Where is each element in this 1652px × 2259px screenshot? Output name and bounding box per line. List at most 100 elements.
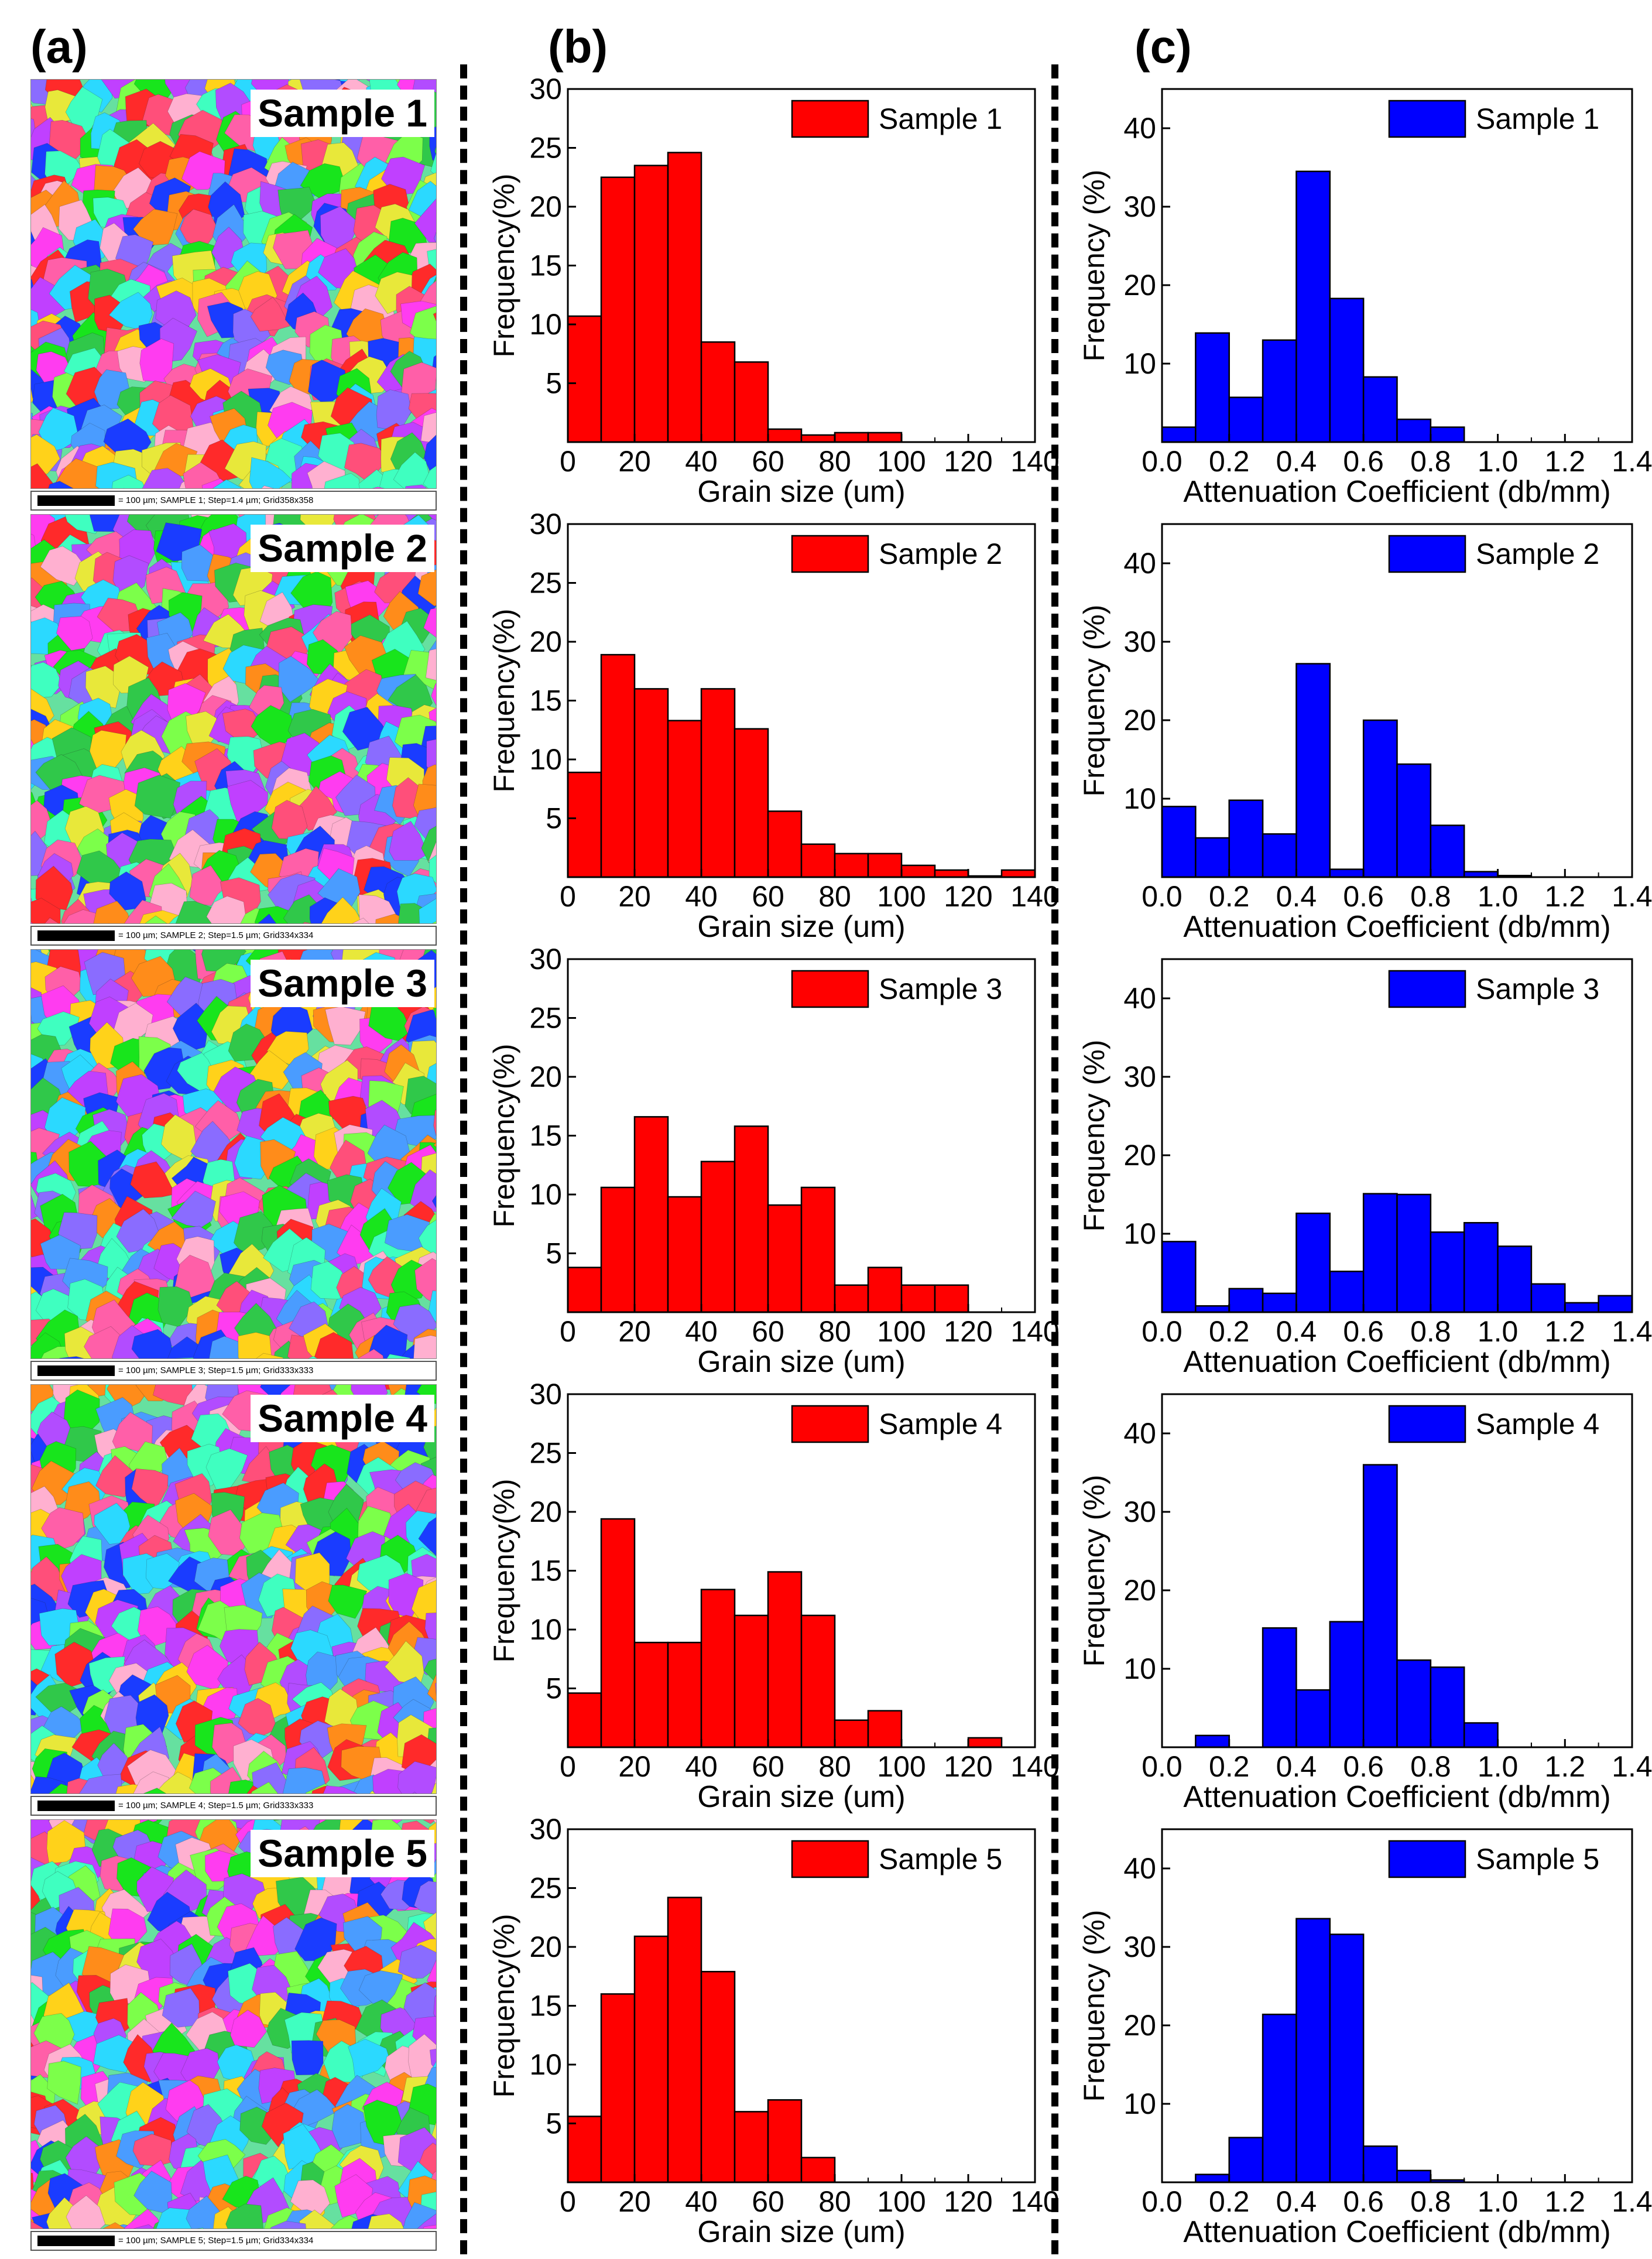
y-tick-label: 15 bbox=[529, 684, 562, 717]
panel-label-b: (b) bbox=[548, 20, 608, 73]
histogram-bar bbox=[700, 1161, 736, 1313]
histogram-bar bbox=[934, 1284, 969, 1313]
histogram-bar bbox=[1396, 1659, 1432, 1748]
x-tick-label: 120 bbox=[944, 880, 992, 913]
y-tick-label: 20 bbox=[529, 625, 562, 658]
x-tick-label: 20 bbox=[618, 1750, 651, 1783]
legend-label: Sample 5 bbox=[1476, 1843, 1599, 1875]
attenuation-histogram-sample-5: 0.0 0.2 0.4 0.6 0.8 1.0 1.2 1.4 10 20 30 40 Attenuat… bbox=[1078, 1828, 1652, 2249]
x-tick-label: 0.2 bbox=[1209, 2185, 1250, 2218]
x-tick-label: 140 bbox=[1010, 880, 1059, 913]
histogram-bar bbox=[1228, 1288, 1264, 1313]
x-tick-label: 1.0 bbox=[1478, 1750, 1519, 1783]
histogram-bar bbox=[1228, 799, 1264, 878]
ebsd-orientation-map-image bbox=[30, 1819, 437, 2229]
histogram-bar bbox=[1396, 763, 1432, 878]
y-tick-label: 30 bbox=[1123, 625, 1156, 658]
legend-label: Sample 1 bbox=[1476, 102, 1599, 135]
histogram-bar bbox=[600, 653, 636, 878]
x-tick-label: 0.4 bbox=[1276, 445, 1317, 478]
ebsd-title: Sample 2 bbox=[251, 525, 434, 573]
histogram-bar bbox=[700, 1970, 736, 2183]
y-tick-label: 10 bbox=[529, 2048, 562, 2081]
y-tick-label: 30 bbox=[1123, 1495, 1156, 1528]
y-tick-label: 20 bbox=[529, 190, 562, 223]
ebsd-title: Sample 1 bbox=[251, 90, 434, 138]
y-tick-label: 25 bbox=[529, 567, 562, 600]
x-tick-label: 40 bbox=[685, 1315, 718, 1348]
legend-swatch bbox=[1388, 535, 1466, 573]
histogram-bar bbox=[967, 1737, 1003, 1748]
ebsd-caption-text: = 100 µm; SAMPLE 3; Step=1.5 µm; Grid333… bbox=[118, 1365, 314, 1375]
histogram-bar bbox=[1497, 1245, 1533, 1313]
histogram-bar bbox=[1564, 1302, 1599, 1313]
x-tick-label: 80 bbox=[818, 880, 851, 913]
x-tick-label: 0 bbox=[560, 2185, 576, 2218]
x-tick-label: 40 bbox=[685, 880, 718, 913]
histogram-bar bbox=[767, 810, 803, 878]
y-tick-label: 20 bbox=[529, 1931, 562, 1963]
y-tick-label: 25 bbox=[529, 1437, 562, 1470]
y-tick-label: 25 bbox=[529, 132, 562, 165]
histogram-bar bbox=[1161, 806, 1197, 878]
y-axis-label: Frequency(%) bbox=[488, 609, 520, 793]
histogram-bar bbox=[600, 1186, 636, 1313]
x-tick-label: 1.4 bbox=[1612, 1750, 1652, 1783]
x-tick-label: 140 bbox=[1010, 1315, 1059, 1348]
y-tick-label: 40 bbox=[1123, 1417, 1156, 1450]
ebsd-orientation-map-image bbox=[30, 79, 437, 489]
histogram-bar bbox=[800, 843, 836, 878]
y-tick-label: 15 bbox=[529, 1990, 562, 2022]
histogram-bar bbox=[867, 1267, 903, 1313]
y-axis-label: Frequency (%) bbox=[1078, 1040, 1111, 1232]
histogram-bar bbox=[1430, 1231, 1465, 1313]
ebsd-orientation-map-image bbox=[30, 949, 437, 1359]
y-tick-label: 30 bbox=[1123, 1931, 1156, 1963]
x-tick-label: 0 bbox=[560, 1315, 576, 1348]
x-tick-label: 0.4 bbox=[1276, 1750, 1317, 1783]
y-tick-label: 5 bbox=[546, 367, 562, 400]
y-tick-label: 30 bbox=[529, 1813, 562, 1846]
x-axis-label: Grain size (um) bbox=[697, 910, 905, 944]
histogram-bar bbox=[1195, 1734, 1230, 1748]
y-tick-label: 20 bbox=[529, 1495, 562, 1528]
histogram-bar bbox=[1295, 663, 1331, 878]
x-tick-label: 0.2 bbox=[1209, 445, 1250, 478]
legend-swatch bbox=[791, 970, 869, 1008]
histogram-bar bbox=[1262, 1292, 1297, 1313]
x-tick-label: 0 bbox=[560, 1750, 576, 1783]
x-tick-label: 1.4 bbox=[1612, 2185, 1652, 2218]
y-axis-label: Frequency(%) bbox=[488, 1914, 520, 2098]
histogram-bar bbox=[567, 315, 602, 443]
histogram-bar bbox=[1362, 1464, 1398, 1748]
histogram-bar bbox=[633, 1641, 669, 1748]
y-tick-label: 15 bbox=[529, 1120, 562, 1152]
legend-swatch bbox=[791, 535, 869, 573]
y-axis-label: Frequency(%) bbox=[488, 174, 520, 358]
histogram-bar bbox=[1463, 1722, 1499, 1748]
ebsd-caption-text: = 100 µm; SAMPLE 5; Step=1.5 µm; Grid334… bbox=[118, 2236, 314, 2246]
ebsd-scale-caption: = 100 µm; SAMPLE 4; Step=1.5 µm; Grid333… bbox=[30, 1796, 437, 1816]
x-tick-label: 1.2 bbox=[1545, 1315, 1586, 1348]
histogram-bar bbox=[800, 1186, 836, 1313]
ebsd-orientation-map-image bbox=[30, 514, 437, 924]
y-tick-label: 25 bbox=[529, 1872, 562, 1905]
x-tick-label: 140 bbox=[1010, 2185, 1059, 2218]
x-axis-label: Attenuation Coefficient (db/mm) bbox=[1183, 1345, 1610, 1379]
x-axis-label: Grain size (um) bbox=[697, 475, 905, 509]
histogram-bar bbox=[1329, 1933, 1365, 2183]
x-tick-label: 140 bbox=[1010, 445, 1059, 478]
y-tick-label: 20 bbox=[1123, 1139, 1156, 1172]
x-tick-label: 40 bbox=[685, 445, 718, 478]
y-axis-label: Frequency (%) bbox=[1078, 1910, 1111, 2102]
x-tick-label: 0.0 bbox=[1142, 1315, 1183, 1348]
y-tick-label: 25 bbox=[529, 1002, 562, 1035]
x-tick-label: 40 bbox=[685, 2185, 718, 2218]
histogram-bar bbox=[767, 428, 803, 443]
x-tick-label: 1.0 bbox=[1478, 2185, 1519, 2218]
y-tick-label: 40 bbox=[1123, 1852, 1156, 1885]
histogram-bar bbox=[600, 176, 636, 443]
y-tick-label: 10 bbox=[529, 308, 562, 341]
histogram-bar bbox=[734, 361, 769, 443]
histogram-bar bbox=[1195, 1305, 1230, 1313]
